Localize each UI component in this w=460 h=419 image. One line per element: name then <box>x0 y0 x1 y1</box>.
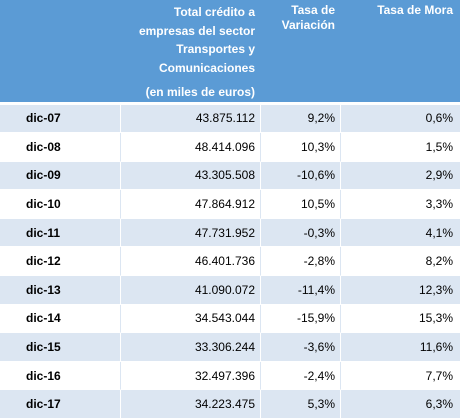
cell-total: 47.864.912 <box>120 190 260 219</box>
cell-mora: 15,3% <box>340 305 460 334</box>
cell-mora: 4,1% <box>340 219 460 248</box>
header-total-credito: Total crédito a empresas del sector Tran… <box>120 0 260 105</box>
cell-variacion: -2,4% <box>260 362 340 391</box>
cell-variacion: 9,2% <box>260 105 340 134</box>
header-total-line4: (en miles de euros) <box>120 77 255 102</box>
row-label: dic-12 <box>0 247 120 276</box>
cell-total: 48.414.096 <box>120 133 260 162</box>
header-total-line2: empresas del sector <box>120 22 255 41</box>
row-label: dic-08 <box>0 133 120 162</box>
cell-total: 47.731.952 <box>120 219 260 248</box>
cell-mora: 6,3% <box>340 390 460 419</box>
cell-total: 43.875.112 <box>120 105 260 134</box>
header-tasa-mora: Tasa de Mora <box>340 0 460 105</box>
cell-mora: 1,5% <box>340 133 460 162</box>
row-label: dic-07 <box>0 105 120 134</box>
cell-mora: 7,7% <box>340 362 460 391</box>
cell-mora: 8,2% <box>340 247 460 276</box>
cell-total: 34.543.044 <box>120 305 260 334</box>
cell-variacion: 10,5% <box>260 190 340 219</box>
row-label: dic-14 <box>0 305 120 334</box>
header-total-line3: Transportes y Comunicaciones <box>120 40 255 77</box>
header-variacion-line1: Tasa de <box>260 0 335 18</box>
cell-variacion: -10,6% <box>260 162 340 191</box>
cell-variacion: -11,4% <box>260 276 340 305</box>
header-total-line1: Total crédito a <box>120 0 255 22</box>
cell-variacion: 10,3% <box>260 133 340 162</box>
cell-total: 34.223.475 <box>120 390 260 419</box>
row-label: dic-11 <box>0 219 120 248</box>
cell-total: 43.305.508 <box>120 162 260 191</box>
cell-mora: 0,6% <box>340 105 460 134</box>
cell-variacion: -3,6% <box>260 333 340 362</box>
cell-mora: 12,3% <box>340 276 460 305</box>
row-label: dic-17 <box>0 390 120 419</box>
row-label: dic-13 <box>0 276 120 305</box>
cell-mora: 11,6% <box>340 333 460 362</box>
row-label: dic-10 <box>0 190 120 219</box>
cell-variacion: 5,3% <box>260 390 340 419</box>
cell-total: 41.090.072 <box>120 276 260 305</box>
row-label: dic-15 <box>0 333 120 362</box>
header-variacion-line2: Variación <box>260 18 335 33</box>
cell-total: 46.401.736 <box>120 247 260 276</box>
cell-mora: 3,3% <box>340 190 460 219</box>
row-label: dic-09 <box>0 162 120 191</box>
header-row: Total crédito a empresas del sector Tran… <box>0 0 460 105</box>
header-mora-label: Tasa de Mora <box>340 0 453 18</box>
row-label: dic-16 <box>0 362 120 391</box>
cell-variacion: -0,3% <box>260 219 340 248</box>
cell-variacion: -15,9% <box>260 305 340 334</box>
cell-mora: 2,9% <box>340 162 460 191</box>
cell-variacion: -2,8% <box>260 247 340 276</box>
header-period <box>0 0 120 105</box>
cell-total: 33.306.244 <box>120 333 260 362</box>
cell-total: 32.497.396 <box>120 362 260 391</box>
header-tasa-variacion: Tasa de Variación <box>260 0 340 105</box>
